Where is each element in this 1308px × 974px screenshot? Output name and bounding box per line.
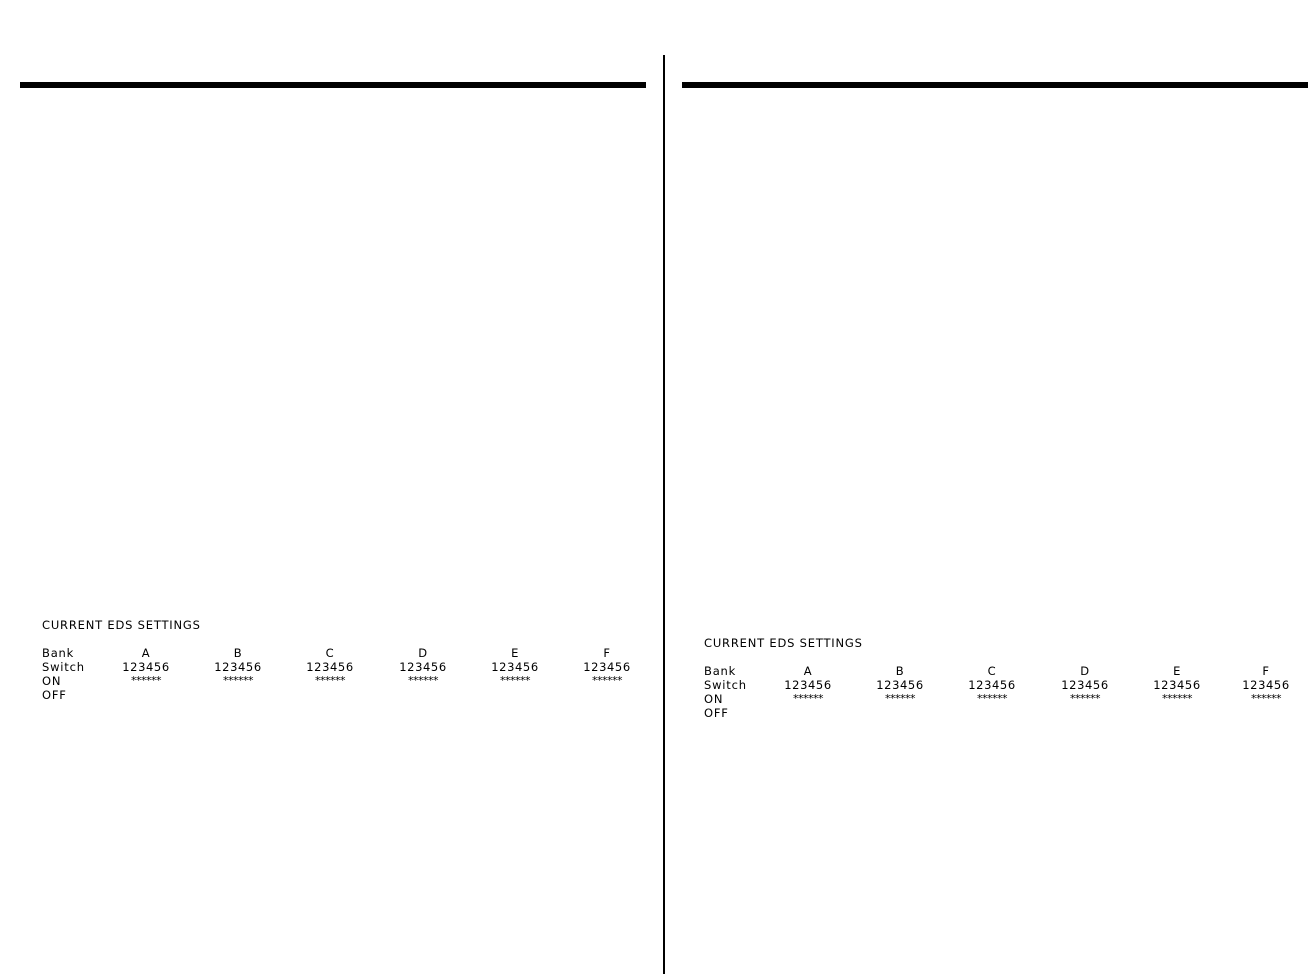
settings-title: CURRENT EDS SETTINGS [704,636,863,650]
bank-switches: 123456 [122,660,170,674]
row-label: ON [704,692,724,706]
bank-switches: 123456 [399,660,447,674]
bank-on-markers: ****** [408,674,439,687]
bank-name: F [1262,664,1270,678]
bank-on-markers: ****** [885,692,916,705]
bank-name: F [603,646,611,660]
bank-on-markers: ****** [1251,692,1282,705]
bank-on-markers: ****** [1162,692,1193,705]
bank-name: C [987,664,997,678]
bank-switches: 123456 [214,660,262,674]
bank-name: A [803,664,813,678]
left-header-rule [20,82,646,88]
settings-title: CURRENT EDS SETTINGS [42,618,201,632]
row-label: Switch [704,678,747,692]
bank-name: D [418,646,428,660]
bank-switches: 123456 [876,678,924,692]
row-label: Switch [42,660,85,674]
bank-on-markers: ****** [592,674,623,687]
page-divider [663,55,665,974]
bank-switches: 123456 [1061,678,1109,692]
row-label: Bank [42,646,75,660]
bank-name: C [325,646,335,660]
bank-switches: 123456 [784,678,832,692]
bank-on-markers: ****** [500,674,531,687]
bank-name: E [511,646,519,660]
bank-on-markers: ****** [131,674,162,687]
bank-switches: 123456 [583,660,631,674]
row-label: OFF [42,688,67,702]
bank-name: E [1173,664,1181,678]
bank-switches: 123456 [491,660,539,674]
bank-switches: 123456 [1242,678,1290,692]
bank-name: D [1080,664,1090,678]
row-label: Bank [704,664,737,678]
bank-on-markers: ****** [793,692,824,705]
bank-on-markers: ****** [223,674,254,687]
bank-switches: 123456 [968,678,1016,692]
bank-name: B [233,646,243,660]
row-label: OFF [704,706,729,720]
bank-on-markers: ****** [1070,692,1101,705]
bank-switches: 123456 [1153,678,1201,692]
bank-switches: 123456 [306,660,354,674]
bank-on-markers: ****** [977,692,1008,705]
bank-name: A [141,646,151,660]
bank-on-markers: ****** [315,674,346,687]
row-label: ON [42,674,62,688]
bank-name: B [895,664,905,678]
right-header-rule [682,82,1308,88]
